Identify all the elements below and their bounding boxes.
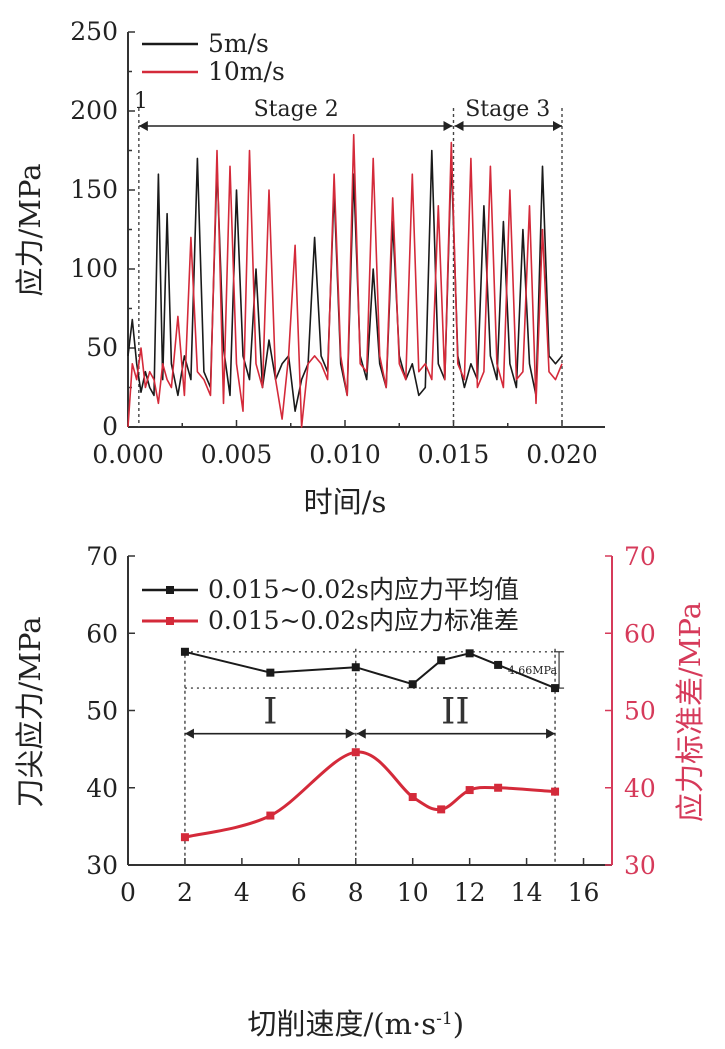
chart2-y-axis-label-right: 应力标准差/MPa: [673, 602, 707, 822]
chart2-y-right-tick-label: 40: [624, 774, 656, 803]
chart2-region1-label: I: [263, 692, 277, 733]
chart2-region2-label: II: [441, 692, 469, 733]
chart2-point-std: [180, 833, 189, 842]
chart1-x-axis-label: 时间/s: [304, 485, 387, 519]
chart2-region2-arrow-head-left: [356, 728, 366, 739]
chart2-point-mean: [437, 656, 446, 665]
chart2-x-tick-label: 14: [511, 878, 543, 907]
chart2-point-std: [465, 786, 474, 795]
chart2-point-mean: [180, 647, 189, 656]
chart1-x-tick-label: 0.015: [418, 440, 490, 469]
chart2-legend-label: 0.015~0.02s内应力标准差: [208, 606, 519, 635]
chart2-y-right-tick-label: 30: [624, 851, 656, 880]
chart1-stage2-label: Stage 2: [254, 97, 339, 122]
chart2-range-label: 4.66MPa: [508, 664, 558, 677]
chart2-series-line-mean: [184, 650, 556, 690]
chart2-x-axis-label-close: ): [453, 1007, 464, 1041]
chart2-y-tick-label: 70: [86, 542, 118, 571]
chart2-x-tick-label: 16: [568, 878, 600, 907]
chart2-x-tick-label: 2: [177, 878, 193, 907]
chart2-region1-arrow-head-right: [345, 728, 355, 739]
chart2-x-tick-label: 4: [234, 878, 250, 907]
chart2-point-std: [266, 811, 275, 820]
chart2-point-mean: [551, 684, 560, 693]
chart1-x-tick-label: 0.010: [309, 440, 381, 469]
chart2-y-right-tick-label: 60: [624, 619, 656, 648]
chart2-point-mean: [408, 680, 417, 689]
chart1-stage1-label: 1: [134, 89, 148, 114]
chart2-legend-marker: [166, 586, 174, 594]
chart2-x-tick-label: 6: [291, 878, 307, 907]
chart1-x-tick-label: 0.000: [92, 440, 164, 469]
chart1-y-tick-label: 200: [70, 96, 118, 125]
chart2-region1-arrow-head-left: [184, 728, 194, 739]
chart2-point-std: [351, 748, 360, 757]
chart1-legend-label: 10m/s: [208, 57, 285, 86]
chart1-stage3-arrow-head-right: [553, 121, 562, 131]
chart1-stage2-arrow-head-left: [138, 121, 148, 131]
chart2-region2-arrow-head-right: [546, 728, 556, 739]
chart1-y-tick-label: 250: [70, 17, 118, 46]
chart2-x-tick-label: 12: [454, 878, 486, 907]
chart2-x-tick-label: 10: [397, 878, 429, 907]
chart1-y-axis-label: 应力/MPa: [13, 164, 47, 297]
chart2-point-std: [551, 787, 560, 796]
chart2-legend-marker: [166, 617, 174, 625]
chart1-x-tick-label: 0.020: [526, 440, 598, 469]
chart2-point-std: [494, 783, 503, 792]
chart1-stage2-arrow-head-right: [443, 121, 453, 131]
chart2-x-axis-label: 切削速度/(m·s-1): [247, 1007, 464, 1041]
chart2-series-line-std: [184, 750, 556, 839]
chart2-x-tick-label: 8: [348, 878, 364, 907]
chart2-y-tick-label: 50: [86, 697, 118, 726]
chart1-stage3-arrow-head-left: [454, 121, 464, 131]
chart2-legend-label: 0.015~0.02s内应力平均值: [208, 575, 519, 604]
chart2-y-right-tick-label: 50: [624, 697, 656, 726]
chart2-x-axis-label-main: 切削速度/(m·s: [247, 1007, 436, 1041]
chart1-legend-label: 5m/s: [208, 29, 269, 58]
chart2-point-std: [408, 793, 417, 802]
chart2-x-axis-label-sup: -1: [436, 1009, 453, 1029]
chart2-y-axis-label-left: 刀尖应力/MPa: [13, 617, 47, 808]
chart2-y-tick-label: 30: [86, 851, 118, 880]
chart2-y-tick-label: 60: [86, 619, 118, 648]
chart1-y-tick-label: 100: [70, 254, 118, 283]
chart2-y-right-tick-label: 70: [624, 542, 656, 571]
chart2-point-std: [437, 805, 446, 814]
chart1-stage3-label: Stage 3: [465, 97, 550, 122]
chart2-point-mean: [266, 668, 275, 677]
chart1-y-tick-label: 50: [86, 333, 118, 362]
chart2-x-tick-label: 0: [120, 878, 136, 907]
chart1-x-tick-label: 0.005: [201, 440, 273, 469]
chart2-point-mean: [351, 663, 360, 672]
chart1-series-line-10ms: [127, 133, 563, 428]
chart2-point-mean: [494, 660, 503, 669]
chart1-y-tick-label: 150: [70, 175, 118, 204]
chart1-y-tick-label: 0: [102, 412, 118, 441]
chart2-point-mean: [465, 649, 474, 658]
chart2-y-tick-label: 40: [86, 774, 118, 803]
